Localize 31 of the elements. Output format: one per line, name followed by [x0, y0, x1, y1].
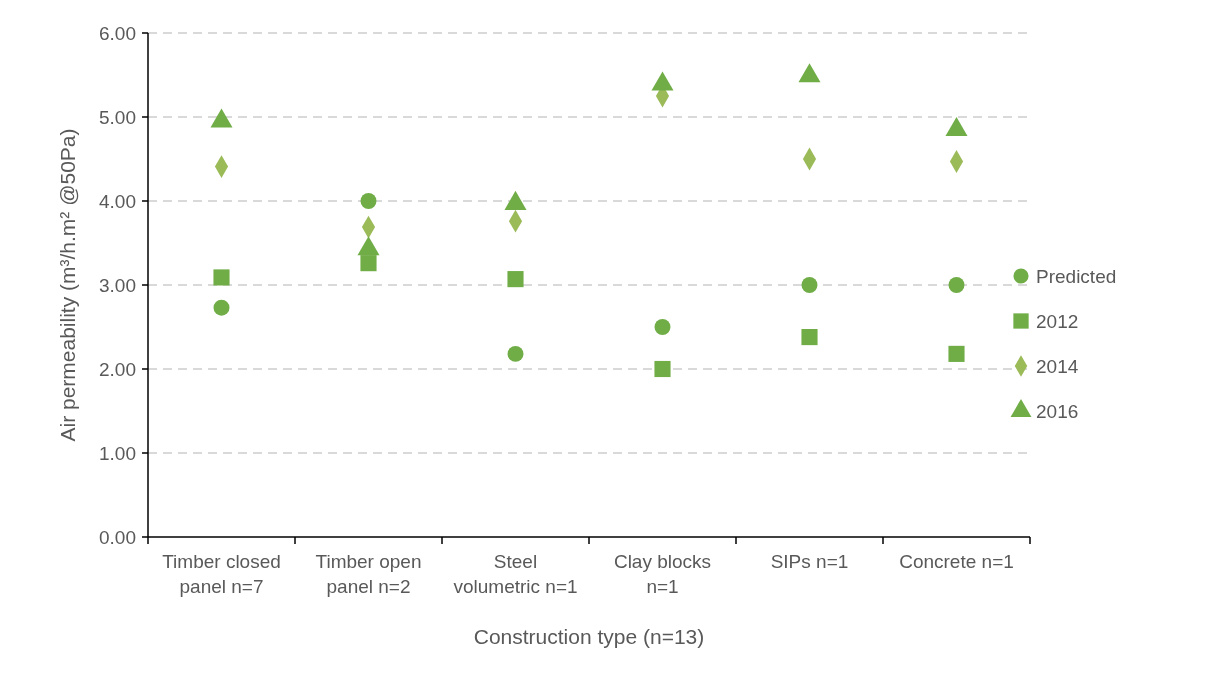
point: [507, 345, 524, 362]
y-tick-label: 0.00: [99, 526, 136, 548]
point: [213, 269, 230, 286]
x-tick-label: Timber open panel n=2: [315, 551, 422, 597]
x-tick-label: Concrete n=1: [899, 551, 1014, 572]
x-tick-label: Steel volumetric n=1: [453, 551, 578, 597]
y-tick-label: 2.00: [99, 358, 136, 380]
y-tick-label: 4.00: [99, 190, 136, 212]
y-axis-title: Air permeability (m³/h.m² @50Pa): [56, 128, 79, 442]
point: [507, 271, 524, 288]
point: [213, 299, 230, 316]
y-tick-label: 6.00: [99, 22, 136, 44]
point: [654, 319, 671, 335]
point: [801, 277, 818, 293]
legend-label: 2014: [1036, 355, 1079, 377]
point: [360, 255, 377, 272]
x-axis-title: Construction type (n=13): [473, 625, 705, 648]
y-tick-label: 1.00: [99, 442, 136, 464]
legend-label: 2016: [1036, 400, 1079, 422]
y-tick-label: 5.00: [99, 106, 136, 128]
point: [948, 345, 965, 362]
x-tick-label: SIPs n=1: [770, 551, 849, 572]
legend-label: 2012: [1036, 310, 1079, 332]
y-tick-label: 3.00: [99, 274, 136, 296]
x-tick-label: Clay blocks n=1: [613, 551, 712, 597]
point: [654, 360, 671, 378]
x-tick-label: Timber closed panel n=7: [162, 551, 281, 597]
point: [801, 329, 818, 346]
point: [360, 193, 377, 209]
point: [948, 277, 965, 293]
legend-label: Predicted: [1036, 265, 1117, 287]
